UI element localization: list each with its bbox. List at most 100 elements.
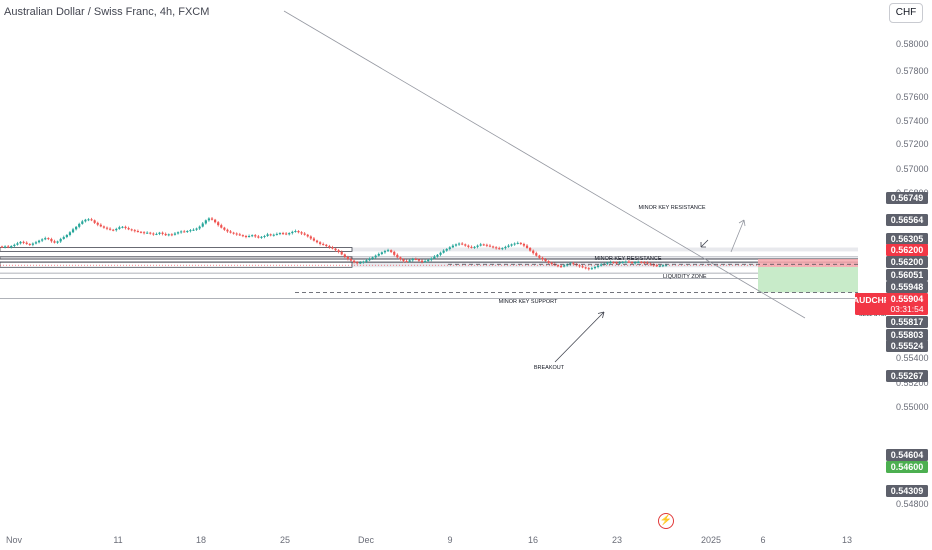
x-tick-label: 2025 [701,535,721,545]
candle [217,222,220,226]
price-level-tag-label: 0.55524 [891,341,924,351]
candle [158,232,161,234]
candle [609,262,612,264]
candle [186,230,189,232]
price-level-tag [886,256,928,268]
candle [637,261,640,263]
candle [170,234,173,236]
candle [13,244,16,247]
candle [112,229,115,231]
symbol-tag-label: AUDCHF [853,295,889,305]
candle [578,265,581,267]
annotation-label: MINOR KEY RESISTANCE [638,205,705,211]
candle [522,243,526,246]
candle [600,264,603,266]
candle [244,236,248,238]
resistance-zone [352,256,858,259]
y-tick-label: 0.57600 [896,92,929,102]
candle [146,232,149,234]
candle [260,236,263,238]
y-tick-label: 0.57800 [896,66,929,76]
price-level-tag [886,214,928,226]
candle [180,231,183,233]
price-level-tag [886,485,928,497]
x-tick-label: 13 [842,535,852,545]
tradingview-logo-icon: ⚡ [658,513,674,529]
annotation-label: MINOR KEY SUPPORT [499,299,558,305]
candle [328,246,331,248]
candle [173,233,177,235]
candle [75,226,78,230]
candle [532,250,535,254]
candle [198,226,201,229]
candle [47,238,50,240]
candle [87,219,90,221]
support-zone-outline [0,261,353,268]
candle [232,232,235,234]
candle [504,246,507,249]
candle [105,227,109,229]
candle [136,230,139,232]
price-level-tag [886,461,928,473]
candle [634,262,637,264]
candle [541,257,544,260]
price-level-tag [886,244,928,256]
x-tick-label: 18 [196,535,206,545]
candle [235,233,238,235]
candle [538,255,541,258]
price-level-tag [886,316,928,328]
candle [309,236,312,239]
candle [547,261,550,263]
candle [161,232,164,234]
y-tick-label: 0.55400 [896,353,929,363]
candle [587,268,590,270]
candle [386,250,390,252]
candle [485,244,488,246]
candle [451,245,455,248]
candle [263,236,266,238]
resistance-zone [352,247,858,252]
projection-arrow [730,219,746,253]
candle [615,262,618,264]
candle [581,266,584,268]
candle [652,264,655,266]
candle [229,231,232,233]
candle [507,245,510,247]
candle [535,253,538,256]
candle [457,243,461,245]
candle [612,262,615,264]
candle [510,244,513,246]
candle [396,254,399,258]
candle [424,261,427,263]
x-tick-label: 23 [612,535,622,545]
candle [393,251,396,255]
candle [596,265,600,267]
candle [390,250,393,252]
candle [655,265,658,267]
candle [59,238,62,242]
candle [337,250,340,252]
candle [34,242,38,244]
symbol-tag [855,293,888,315]
candle [195,228,198,230]
currency-selector[interactable]: CHF [889,3,923,23]
candle [155,233,158,235]
candle [189,230,192,232]
candle [22,241,25,243]
candle [139,231,143,233]
candle [411,259,414,261]
price-level-tag-label: 0.56200 [891,245,924,255]
y-tick-label: 0.54800 [896,499,929,509]
candle [349,259,353,261]
price-level-tag-label: 0.56564 [891,215,924,225]
candle [115,228,118,231]
candle [661,265,665,267]
price-level-tag-label: 0.55948 [891,282,924,292]
candle [266,234,269,237]
candle [445,248,448,251]
candle [414,259,417,260]
candle [606,262,609,264]
candle [285,233,288,235]
candle [439,252,442,255]
